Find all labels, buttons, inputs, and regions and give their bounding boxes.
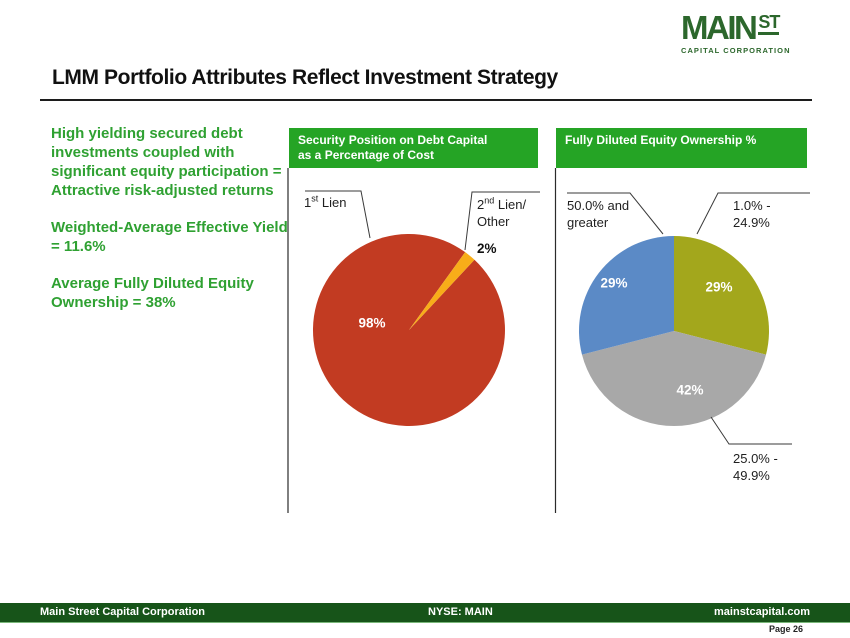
label-25-to-49: 25.0% - 49.9%: [733, 451, 778, 483]
label-50-and-greater: 50.0% and greater: [567, 198, 630, 230]
title-divider: [40, 99, 812, 101]
pie-slice-50-0-and-greater: [578, 236, 674, 355]
leader-50-greater: [567, 192, 664, 235]
logo-main-text: MAIN: [681, 9, 758, 46]
footer-company-name: Main Street Capital Corporation: [40, 606, 206, 618]
chart1-header-line1: Security Position on Debt Capital: [298, 133, 488, 147]
logo-st-text: ST: [758, 13, 780, 35]
pie-2: [578, 236, 770, 427]
footer-website: mainstcapital.com: [714, 606, 810, 618]
key-points: High yielding secured debt investments c…: [51, 124, 289, 330]
bullet-strategy: High yielding secured debt investments c…: [51, 125, 282, 199]
page-number: Page 26: [768, 624, 803, 634]
pie2-slice2-value: 42%: [676, 382, 704, 398]
chart2-header: Fully Diluted Equity Ownership %: [556, 128, 807, 168]
label-2nd-lien: 2nd Lien/ Other: [477, 195, 527, 229]
pie-slice-2nd-lien-other: [409, 252, 475, 330]
footer-bar: Main Street Capital Corporation NYSE: MA…: [0, 603, 850, 623]
footer-ticker: NYSE: MAIN: [428, 606, 493, 618]
label-1st-lien: 1st Lien: [304, 193, 347, 210]
chart1-header-line2: as a Percentage of Cost: [298, 148, 435, 162]
bullet-effective-yield: Weighted-Average Effective Yield = 11.6%: [51, 219, 288, 255]
leader-2nd-lien: [464, 191, 540, 251]
label-1-to-24: 1.0% - 24.9%: [733, 198, 771, 230]
company-logo: MAIN ST CAPITAL CORPORATION: [681, 9, 797, 55]
pie1-slice2-value: 2%: [477, 241, 497, 256]
chart2-header-line1: Fully Diluted Equity Ownership %: [565, 133, 757, 147]
chart1-header: Security Position on Debt Capital as a P…: [289, 128, 538, 168]
pie-slice-1st-lien: [312, 233, 505, 426]
bullet-equity-ownership: Average Fully Diluted Equity Ownership =…: [51, 275, 254, 311]
leader-1st-lien: [305, 190, 371, 239]
pie2-slice3-value: 29%: [600, 275, 628, 291]
leader-1-24: [696, 192, 810, 235]
pie-slice-25-0-49-9-: [581, 331, 767, 427]
pie2-slice1-value: 29%: [705, 279, 733, 295]
leader-25-49: [710, 416, 792, 445]
page-title: LMM Portfolio Attributes Reflect Investm…: [52, 66, 558, 89]
pie-slice-1-0-24-9-: [674, 236, 770, 355]
pie1-slice1-value: 98%: [358, 315, 386, 331]
logo-subtitle: CAPITAL CORPORATION: [681, 46, 791, 55]
pie-1: [312, 233, 505, 426]
